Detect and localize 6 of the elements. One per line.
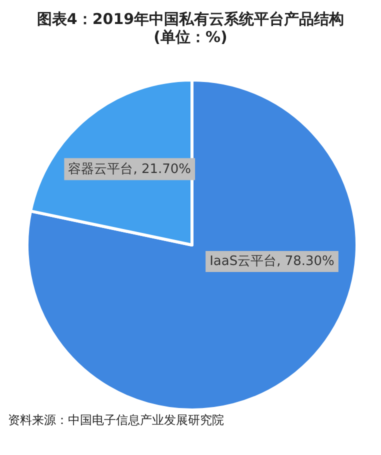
- chart-title: 图表4：2019年中国私有云系统平台产品结构: [36, 10, 344, 28]
- text: 资料来源：中国电子信息产业发展研究院: [8, 413, 224, 427]
- slice-label: IaaS云平台, 78.30%: [210, 254, 334, 269]
- slice-label: 容器云平台, 21.70%: [68, 161, 192, 178]
- chart-subtitle: (单位：%): [154, 28, 228, 46]
- pie-slice: [26, 78, 358, 412]
